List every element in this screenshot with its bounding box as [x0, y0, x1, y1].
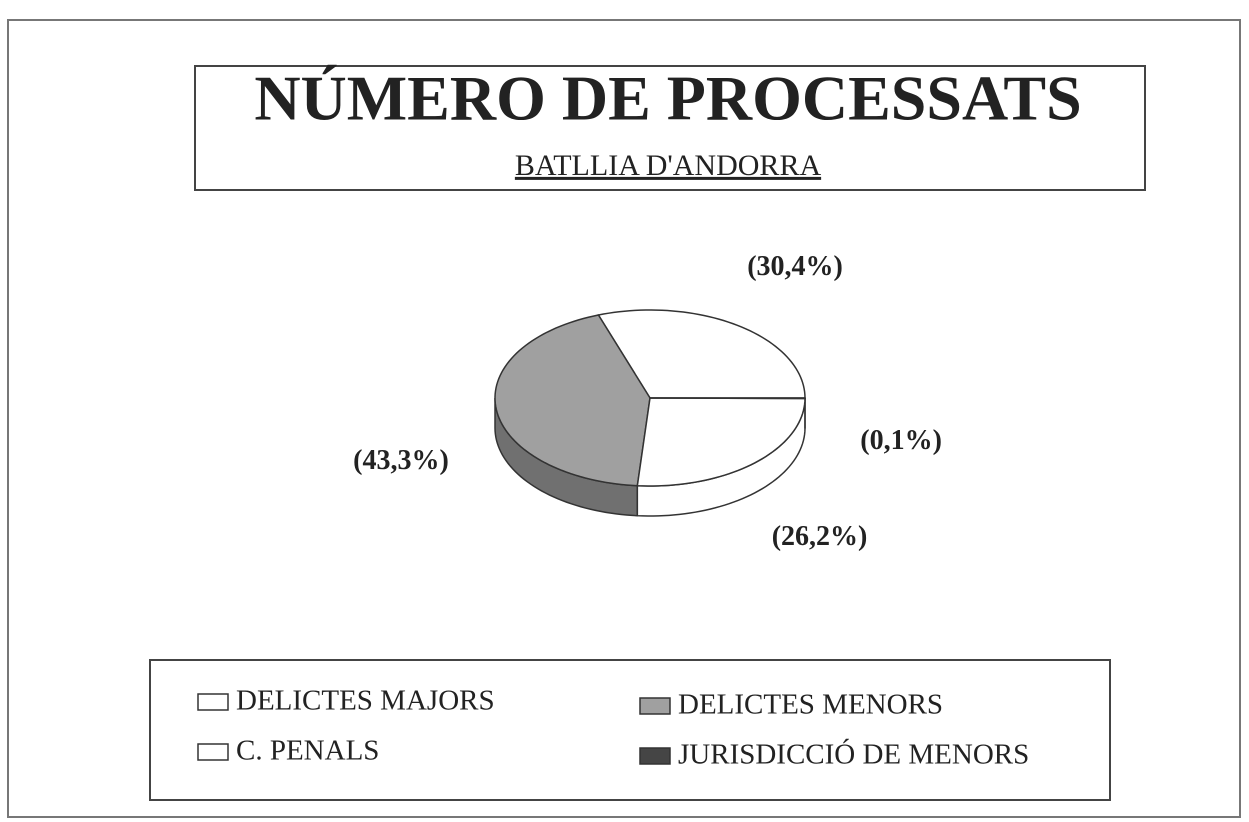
legend-label: DELICTES MENORS [678, 689, 943, 721]
slice [597, 309, 806, 399]
chart-subtitle: BATLLIA D'ANDORRA [515, 149, 822, 182]
legend-label: DELICTES MAJORS [236, 685, 495, 717]
title-box [194, 65, 1146, 191]
data-label: (0,1%) [860, 425, 942, 456]
slice [649, 397, 806, 400]
legend-swatch [197, 743, 229, 761]
legend-swatch [639, 747, 671, 765]
slice [494, 314, 651, 487]
data-label: (43,3%) [353, 445, 449, 476]
legend-box [149, 659, 1111, 801]
outer-frame [7, 19, 1241, 818]
legend-swatch [197, 693, 229, 711]
legend-label: JURISDICCIÓ DE MENORS [678, 738, 1029, 771]
legend-label: C. PENALS [236, 735, 379, 767]
legend-swatch [639, 697, 671, 715]
data-label: (30,4%) [747, 251, 843, 282]
slice [636, 397, 806, 487]
chart-title: NÚMERO DE PROCESSATS [254, 63, 1081, 134]
data-label: (26,2%) [772, 521, 868, 552]
